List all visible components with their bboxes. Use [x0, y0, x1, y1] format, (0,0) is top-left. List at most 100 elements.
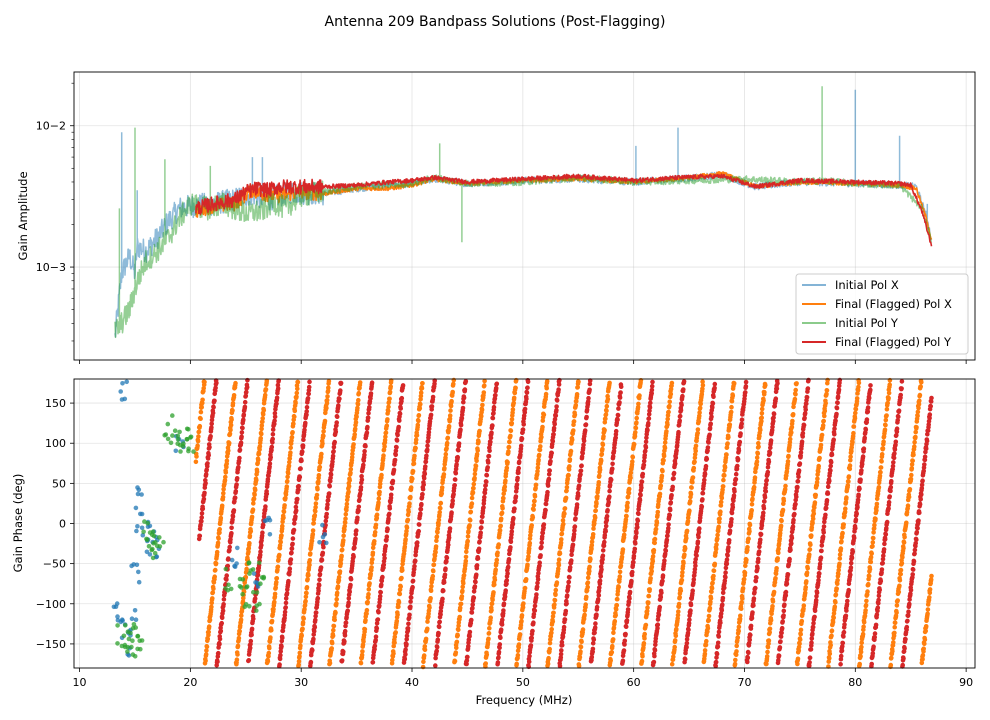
phase-y-tick-label-150: 150: [45, 397, 66, 410]
phase-point: [235, 545, 240, 551]
phase-point: [251, 571, 257, 576]
phase-point: [125, 649, 130, 654]
phase-point: [135, 491, 141, 497]
phase-point: [261, 574, 267, 580]
phase-y-tick-label-100: 100: [45, 437, 66, 450]
x-tick-label-80: 80: [848, 676, 862, 689]
phase-point: [317, 540, 322, 545]
legend-label-final-y: Final (Flagged) Pol Y: [835, 335, 952, 349]
legend-entry-initial-y: Initial Pol Y: [802, 316, 899, 330]
phase-point: [186, 446, 191, 452]
phase-point: [251, 589, 256, 595]
phase-point: [253, 608, 259, 613]
phase-point: [184, 426, 190, 432]
phase-point: [135, 524, 140, 529]
legend-label-initial-y: Initial Pol Y: [835, 316, 899, 330]
phase-point: [157, 535, 162, 540]
phase-point: [177, 429, 182, 435]
phase-point: [144, 536, 149, 542]
phase-point: [152, 550, 158, 556]
phase-point: [247, 571, 252, 576]
amplitude-y-label: Gain Amplitude: [16, 171, 30, 260]
legend: Initial Pol X Final (Flagged) Pol X Init…: [795, 273, 969, 355]
phase-point: [234, 561, 239, 566]
phase-point: [126, 636, 132, 642]
phase-x-ticks: 10 20 30 40 50 60 70 80 90: [73, 668, 973, 689]
phase-point: [181, 441, 186, 447]
x-tick-label-50: 50: [516, 676, 530, 689]
legend-entry-final-y: Final (Flagged) Pol Y: [802, 335, 952, 349]
x-tick-label-20: 20: [183, 676, 197, 689]
phase-point: [147, 552, 153, 557]
phase-point: [175, 433, 181, 439]
phase-point: [125, 644, 131, 650]
legend-label-final-x: Final (Flagged) Pol X: [835, 297, 952, 311]
phase-point: [137, 638, 142, 643]
phase-point: [144, 549, 150, 555]
phase-point: [136, 579, 142, 585]
phase-point: [122, 396, 128, 402]
phase-point: [119, 617, 125, 622]
phase-point: [240, 577, 246, 582]
phase-point: [149, 532, 155, 537]
amp-y-tick-label-1: 10−2: [36, 120, 66, 133]
phase-point: [135, 634, 140, 639]
phase-point: [130, 638, 135, 643]
x-tick-label-60: 60: [627, 676, 641, 689]
amp-line-final-y: [195, 173, 933, 247]
phase-point: [258, 581, 263, 586]
phase-point: [150, 546, 155, 552]
phase-point: [254, 590, 260, 595]
phase-point: [124, 379, 129, 385]
phase-point: [253, 580, 258, 585]
phase-plot-area: [111, 377, 934, 670]
phase-y-tick-label-0: 0: [59, 518, 66, 531]
phase-point: [142, 519, 147, 524]
phase-point: [121, 633, 127, 639]
phase-point: [133, 505, 139, 511]
legend-entry-initial-x: Initial Pol X: [802, 278, 899, 292]
phase-point: [118, 389, 123, 394]
x-tick-label-10: 10: [73, 676, 87, 689]
amplitude-x-ticks: [79, 360, 967, 364]
x-tick-label-70: 70: [737, 676, 751, 689]
phase-y-label: Gain Phase (deg): [11, 474, 25, 573]
phase-point: [175, 437, 181, 442]
phase-point: [170, 433, 175, 438]
phase-point: [322, 532, 328, 537]
phase-point: [161, 539, 166, 545]
phase-point: [172, 428, 178, 434]
x-axis-label: Frequency (MHz): [476, 693, 573, 707]
phase-point: [129, 644, 134, 650]
amplitude-plot-area: [114, 86, 933, 339]
phase-point: [135, 485, 140, 490]
phase-point: [256, 560, 262, 566]
phase-point: [129, 563, 134, 569]
phase-y-tick-label--50: −50: [43, 558, 66, 571]
phase-point: [244, 584, 250, 589]
phase-point: [320, 522, 325, 528]
amp-y-tick-label-0: 10−3: [36, 261, 66, 274]
phase-y-tick-label-50: 50: [52, 477, 66, 490]
phase-point: [136, 569, 141, 575]
phase-point: [132, 654, 138, 659]
phase-point: [150, 555, 156, 561]
x-tick-label-90: 90: [959, 676, 973, 689]
phase-point: [257, 601, 262, 607]
phase-point: [139, 492, 144, 497]
phase-point: [133, 617, 139, 622]
phase-point: [168, 440, 174, 446]
phase-point: [237, 584, 243, 589]
phase-point: [165, 436, 171, 442]
amplitude-panel: 10−3 10−2 Gain Amplitude Initial Pol X Fi…: [16, 71, 976, 364]
phase-point: [138, 511, 143, 517]
phase-point: [157, 544, 163, 549]
phase-point: [115, 614, 120, 619]
phase-point: [226, 582, 231, 588]
legend-label-initial-x: Initial Pol X: [835, 278, 899, 292]
phase-point: [120, 381, 125, 386]
phase-points-final-x: [193, 377, 934, 670]
phase-point: [250, 567, 256, 572]
phase-point: [162, 433, 167, 438]
